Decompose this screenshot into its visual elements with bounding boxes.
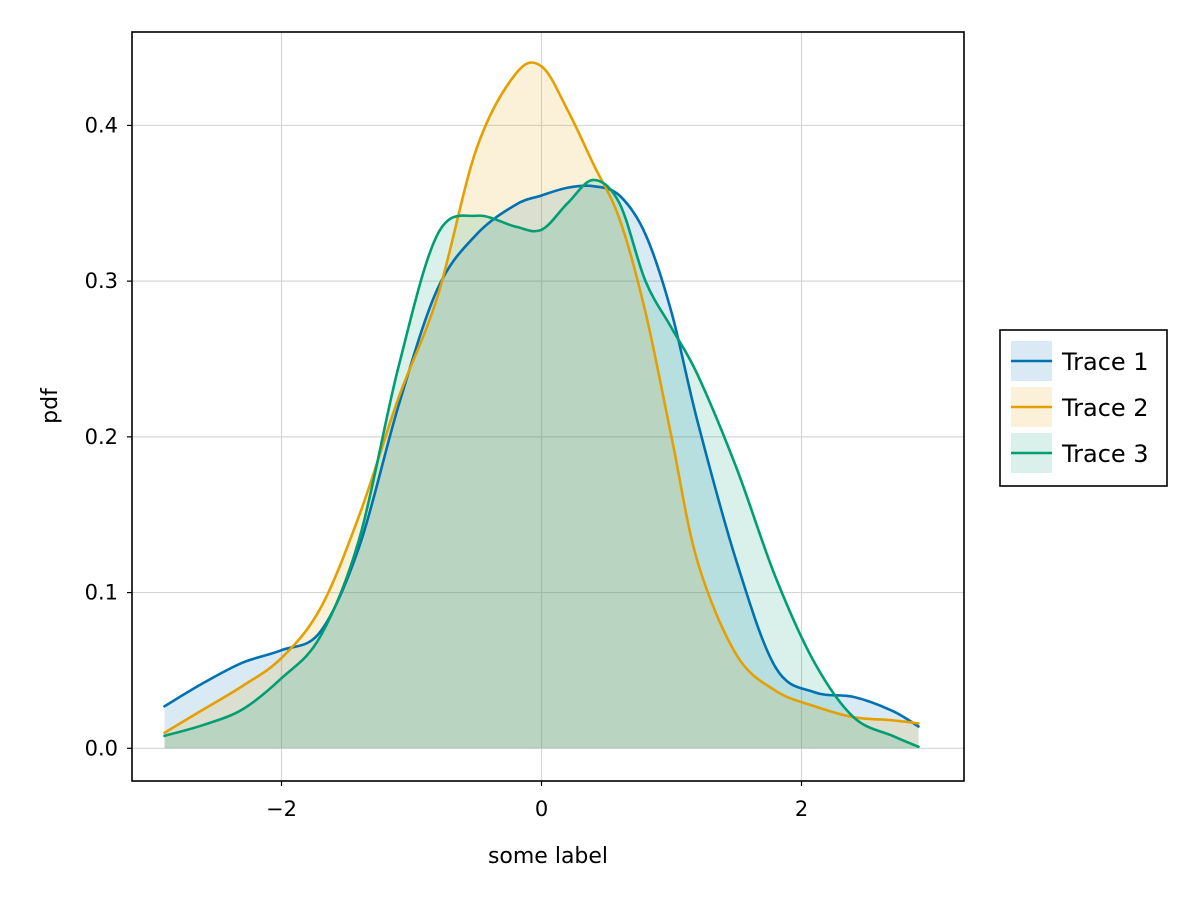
series-1-area: [164, 185, 919, 749]
y-tick-label-4: 0.4: [85, 113, 118, 137]
series-fills: [164, 62, 919, 749]
legend: Trace 1 Trace 2 Trace 3: [999, 329, 1168, 487]
x-axis-label: some label: [488, 844, 608, 869]
series-2-line: [163, 61, 920, 735]
series-lines: [163, 61, 920, 749]
x-tick-label-1: 0: [535, 797, 548, 821]
series-2-area: [164, 62, 919, 749]
grid: [132, 32, 964, 781]
y-tick-label-2: 0.2: [85, 425, 118, 449]
series-1-line: [163, 184, 920, 728]
plot-frame: [131, 31, 965, 782]
y-tick-label-1: 0.1: [85, 581, 118, 605]
y-tick-label-3: 0.3: [85, 269, 118, 293]
x-tick-label-2: 2: [795, 797, 808, 821]
legend-label-2: Trace 2: [1061, 394, 1149, 422]
axis-ticks: −2 0 2 0.0 0.1 0.2 0.3 0.4: [85, 113, 809, 821]
legend-label-1: Trace 1: [1061, 348, 1149, 376]
y-axis-label: pdf: [38, 387, 63, 424]
series-3-line: [163, 178, 920, 749]
series-3-area: [164, 179, 919, 749]
x-tick-label-0: −2: [266, 797, 297, 821]
legend-label-3: Trace 3: [1061, 440, 1149, 468]
y-tick-label-0: 0.0: [85, 736, 118, 760]
